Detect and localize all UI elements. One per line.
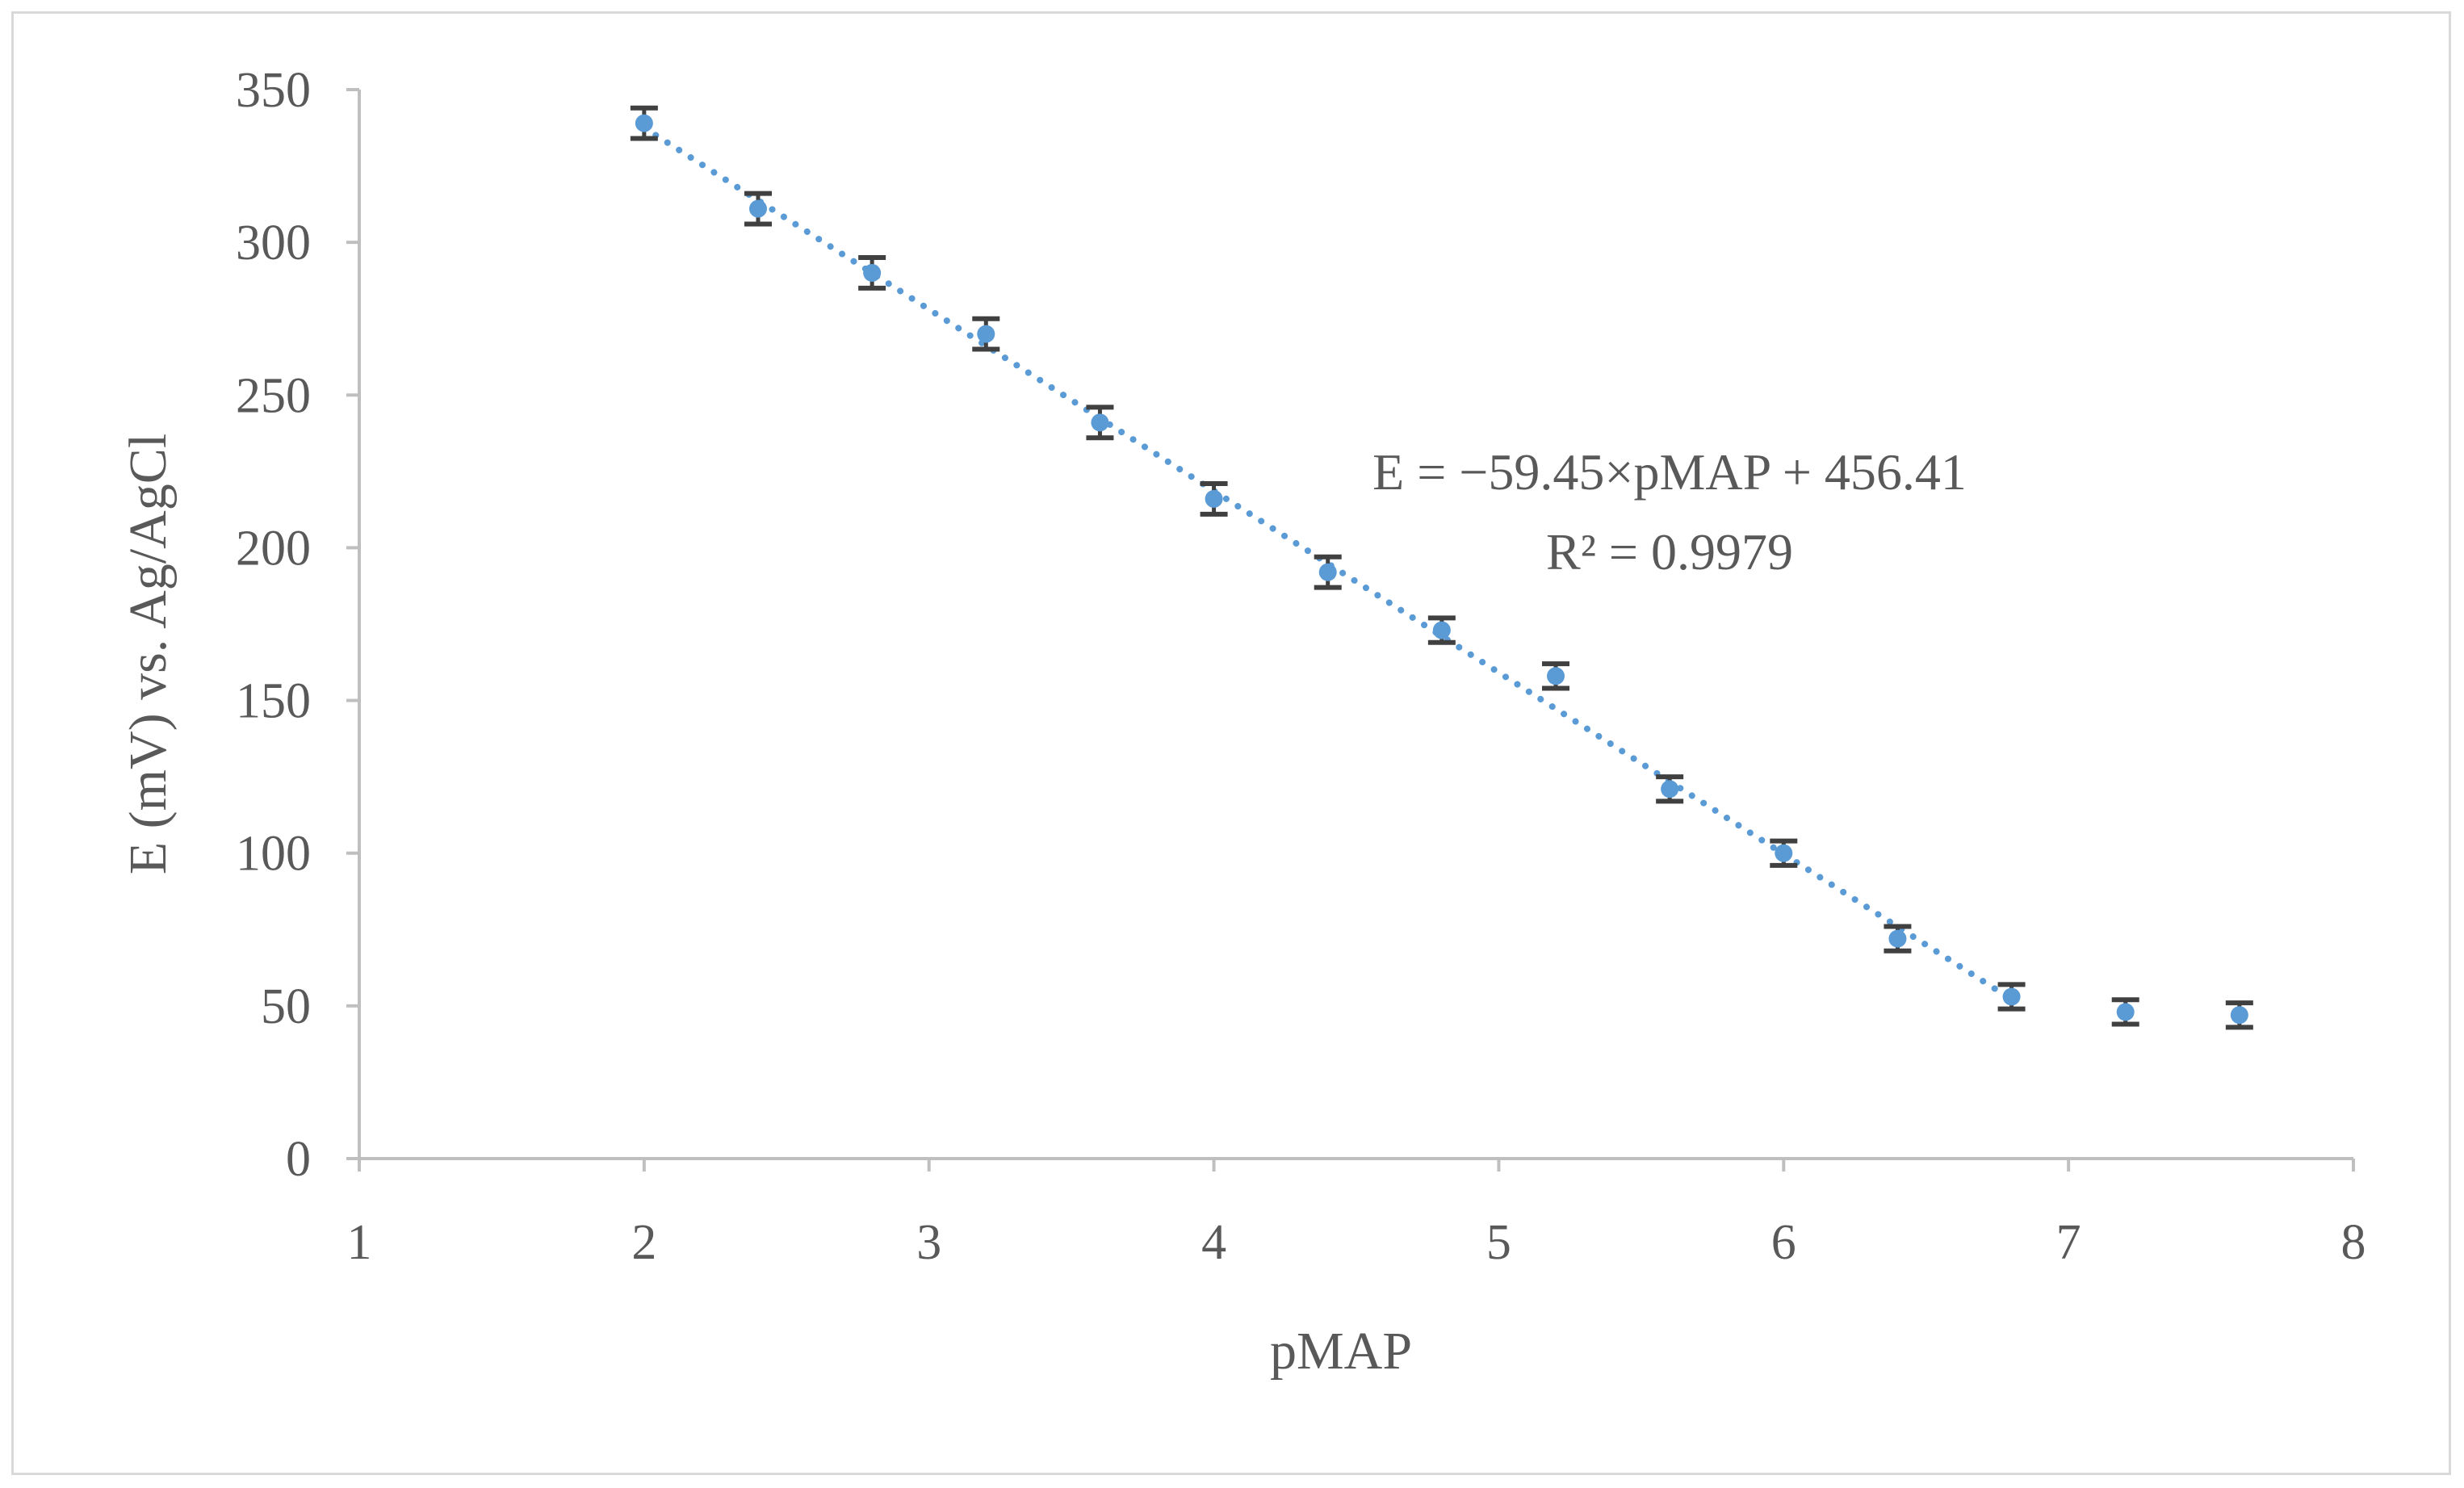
y-tick-label: 50 [261,979,311,1034]
y-tick-label: 250 [236,368,311,423]
trendline-equation: E = −59.45×pMAP + 456.41 [1372,443,1967,501]
y-tick-label: 100 [236,827,311,882]
data-point [1318,563,1337,581]
tick-labels: 0 50 100 150 200 250 300 350 1 2 3 4 5 6 7 8 [236,63,2366,1270]
y-tick-label: 150 [236,674,311,729]
error-bars [630,105,2253,1030]
x-tick-label: 1 [347,1215,372,1270]
axes [346,88,2355,1172]
r-squared-label: R² = 0.9979 [1546,523,1793,581]
y-tick-label: 300 [236,216,311,270]
data-point [1091,413,1109,432]
y-axis-title: E (mV) vs. Ag/AgCl [119,434,178,874]
data-point [1205,489,1223,508]
data-point [635,114,653,132]
data-point [977,325,995,343]
data-point [749,199,767,218]
x-tick-label: 6 [1771,1215,1796,1270]
chart-frame [11,11,2451,1475]
x-axis-title: pMAP [1270,1322,1412,1381]
x-tick-label: 5 [1486,1215,1511,1270]
data-point [1888,929,1907,948]
x-tick-label: 8 [2341,1215,2366,1270]
data-point [2230,1006,2248,1025]
data-point [1775,844,1793,862]
x-tick-label: 3 [916,1215,941,1270]
x-tick-label: 4 [1201,1215,1226,1270]
x-tick-label: 7 [2056,1215,2081,1270]
y-tick-label: 0 [286,1132,311,1187]
y-tick-label: 200 [236,521,311,576]
data-point [1547,667,1565,685]
x-tick-label: 2 [631,1215,656,1270]
y-tick-label: 350 [236,63,311,118]
data-points [635,114,2248,1025]
data-point [1432,621,1451,639]
data-point [2002,987,2021,1006]
data-point [863,263,882,282]
data-point [1661,780,1679,798]
data-point [2116,1003,2135,1021]
